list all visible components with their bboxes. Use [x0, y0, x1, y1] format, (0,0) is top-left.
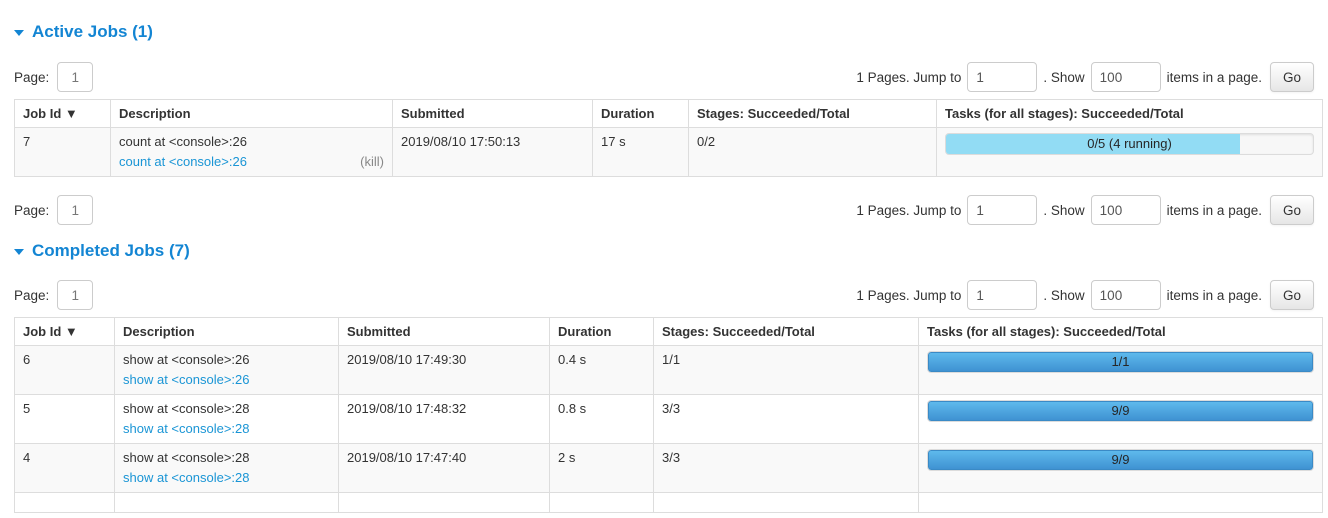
jump-to-page-input[interactable] — [967, 62, 1038, 92]
items-per-page-input[interactable] — [1090, 62, 1161, 92]
active-jobs-title: Active Jobs (1) — [32, 22, 153, 41]
items-per-page-input[interactable] — [1090, 280, 1161, 310]
description-cell: show at <console>:28 show at <console>:2… — [114, 443, 339, 493]
go-button[interactable]: Go — [1269, 280, 1314, 310]
items-in-page-label: items in a page. — [1166, 202, 1262, 218]
completed-jobs-header-row: Job Id ▼ Description Submitted Duration … — [14, 317, 1323, 346]
table-row: 6 show at <console>:26 show at <console>… — [14, 345, 1323, 395]
pages-count-text: 1 Pages. Jump to — [856, 202, 962, 218]
completed-jobs-table: Job Id ▼ Description Submitted Duration … — [14, 317, 1323, 513]
progress-label: 0/5 (4 running) — [1087, 136, 1172, 151]
col-duration[interactable]: Duration — [592, 99, 689, 128]
col-job-id[interactable]: Job Id ▼ — [14, 317, 115, 346]
col-tasks[interactable]: Tasks (for all stages): Succeeded/Total — [918, 317, 1323, 346]
job-id-cell: 5 — [14, 394, 115, 444]
duration-cell: 0.4 s — [549, 345, 654, 395]
jobs-page: Active Jobs (1) Page: 1 Pages. Jump to .… — [0, 22, 1328, 513]
job-description-text: show at <console>:28 — [123, 450, 250, 465]
progress-completed-fill — [928, 401, 1313, 421]
job-id-cell: 6 — [14, 345, 115, 395]
progress-label: 9/9 — [1111, 403, 1130, 418]
jump-to-page-input[interactable] — [967, 195, 1038, 225]
duration-cell: 0.8 s — [549, 394, 654, 444]
active-jobs-header-row: Job Id ▼ Description Submitted Duration … — [14, 99, 1323, 128]
job-description-link[interactable]: show at <console>:28 — [123, 470, 250, 485]
active-jobs-pagination-bottom: Page: 1 Pages. Jump to . Show items in a… — [14, 195, 1314, 225]
page-number-input[interactable] — [57, 280, 94, 310]
pages-count-text: 1 Pages. Jump to — [856, 287, 962, 303]
description-cell: show at <console>:28 show at <console>:2… — [114, 394, 339, 444]
completed-jobs-pagination-top: Page: 1 Pages. Jump to . Show items in a… — [14, 280, 1314, 310]
col-stages[interactable]: Stages: Succeeded/Total — [688, 99, 937, 128]
job-description-text: count at <console>:26 — [119, 134, 247, 149]
show-label: . Show — [1043, 202, 1085, 218]
job-id-cell: 4 — [14, 443, 115, 493]
page-label: Page: — [14, 69, 50, 85]
collapse-arrow-icon — [14, 249, 24, 255]
task-progress-bar: 0/5 (4 running) — [945, 133, 1314, 155]
task-progress-bar: 9/9 — [927, 400, 1314, 422]
table-row: 5 show at <console>:28 show at <console>… — [14, 394, 1323, 444]
progress-running-fill — [946, 134, 1240, 154]
tasks-cell: 0/5 (4 running) — [936, 127, 1323, 177]
job-description-text: show at <console>:28 — [123, 401, 250, 416]
completed-jobs-header[interactable]: Completed Jobs (7) — [14, 241, 1314, 261]
col-stages[interactable]: Stages: Succeeded/Total — [653, 317, 919, 346]
progress-label: 9/9 — [1111, 452, 1130, 467]
col-job-id[interactable]: Job Id ▼ — [14, 99, 111, 128]
page-label: Page: — [14, 202, 50, 218]
col-tasks[interactable]: Tasks (for all stages): Succeeded/Total — [936, 99, 1323, 128]
task-progress-bar: 1/1 — [927, 351, 1314, 373]
kill-job-link[interactable]: (kill) — [360, 154, 384, 169]
job-description-text: show at <console>:26 — [123, 352, 250, 367]
duration-cell: 2 s — [549, 443, 654, 493]
completed-jobs-title: Completed Jobs (7) — [32, 241, 190, 260]
tasks-cell: 9/9 — [918, 443, 1323, 493]
table-row: 4 show at <console>:28 show at <console>… — [14, 443, 1323, 493]
jump-to-page-input[interactable] — [967, 280, 1038, 310]
col-description[interactable]: Description — [114, 317, 339, 346]
job-description-link[interactable]: count at <console>:26 — [119, 154, 247, 169]
progress-label: 1/1 — [1111, 354, 1130, 369]
go-button[interactable]: Go — [1269, 62, 1314, 92]
stages-cell: 3/3 — [653, 394, 919, 444]
submitted-cell: 2019/08/10 17:50:13 — [392, 127, 593, 177]
collapse-arrow-icon — [14, 30, 24, 36]
stages-cell: 1/1 — [653, 345, 919, 395]
items-in-page-label: items in a page. — [1166, 287, 1262, 303]
page-label: Page: — [14, 287, 50, 303]
col-submitted[interactable]: Submitted — [338, 317, 550, 346]
col-submitted[interactable]: Submitted — [392, 99, 593, 128]
stages-cell: 0/2 — [688, 127, 937, 177]
show-label: . Show — [1043, 287, 1085, 303]
page-number-input[interactable] — [57, 195, 94, 225]
job-id-cell: 7 — [14, 127, 111, 177]
go-button[interactable]: Go — [1269, 195, 1314, 225]
description-cell: count at <console>:26 count at <console>… — [110, 127, 393, 177]
job-description-link[interactable]: show at <console>:28 — [123, 421, 250, 436]
tasks-cell: 9/9 — [918, 394, 1323, 444]
page-number-input[interactable] — [57, 62, 94, 92]
progress-completed-fill — [928, 450, 1313, 470]
progress-completed-fill — [928, 352, 1313, 372]
col-duration[interactable]: Duration — [549, 317, 654, 346]
job-description-link[interactable]: show at <console>:26 — [123, 372, 250, 387]
active-jobs-pagination-top: Page: 1 Pages. Jump to . Show items in a… — [14, 62, 1314, 92]
items-in-page-label: items in a page. — [1166, 69, 1262, 85]
pages-count-text: 1 Pages. Jump to — [856, 69, 962, 85]
duration-cell: 17 s — [592, 127, 689, 177]
submitted-cell: 2019/08/10 17:47:40 — [338, 443, 550, 493]
active-jobs-table: Job Id ▼ Description Submitted Duration … — [14, 99, 1323, 177]
tasks-cell: 1/1 — [918, 345, 1323, 395]
show-label: . Show — [1043, 69, 1085, 85]
task-progress-bar: 9/9 — [927, 449, 1314, 471]
description-cell: show at <console>:26 show at <console>:2… — [114, 345, 339, 395]
items-per-page-input[interactable] — [1090, 195, 1161, 225]
submitted-cell: 2019/08/10 17:49:30 — [338, 345, 550, 395]
stages-cell: 3/3 — [653, 443, 919, 493]
col-description[interactable]: Description — [110, 99, 393, 128]
active-jobs-header[interactable]: Active Jobs (1) — [14, 22, 1314, 42]
submitted-cell: 2019/08/10 17:48:32 — [338, 394, 550, 444]
table-row: 7 count at <console>:26 count at <consol… — [14, 127, 1323, 177]
